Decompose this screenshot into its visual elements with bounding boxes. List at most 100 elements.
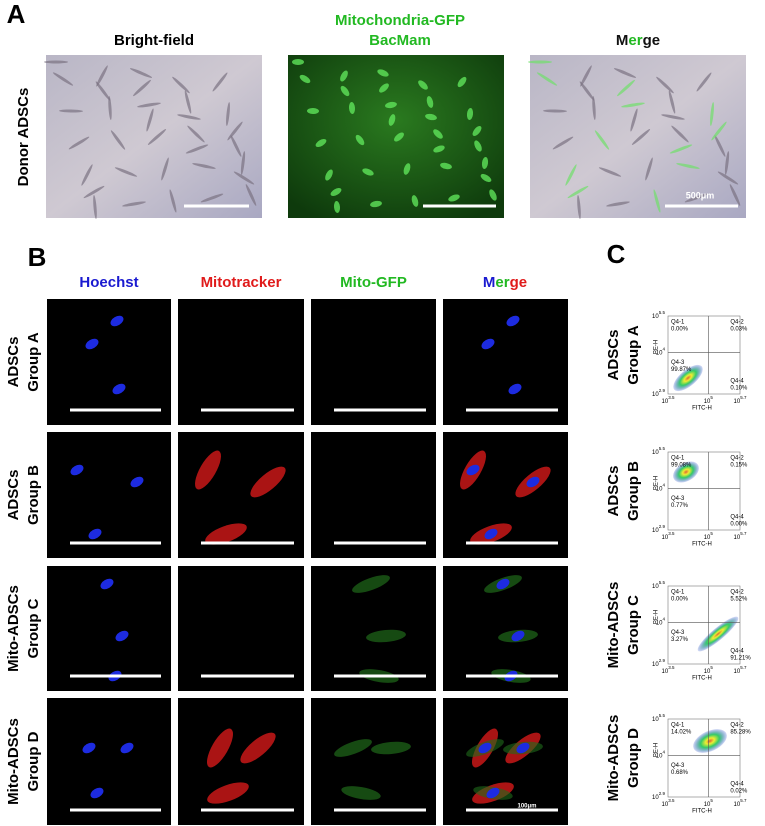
quadrant-name: Q4-1 [671,590,685,596]
tick-exponent: 3.5 [668,798,675,803]
cell [200,193,224,203]
nucleus [526,476,540,488]
cell [592,96,596,120]
tick-exponent: 3.5 [668,395,675,400]
cell [146,108,154,132]
y-tick-label: 102.9 [652,658,665,667]
tick-base: 10 [662,669,669,675]
x-tick-label: 105.7 [734,665,747,674]
row-label: Group A [25,332,42,392]
quadrant-name: Q4-4 [730,379,744,385]
quadrant-percent: 99.08% [671,463,692,469]
tick-base: 10 [652,314,659,320]
tick-base: 10 [652,584,659,590]
y-tick-label: 105.5 [652,713,665,722]
x-tick-label: 105 [704,798,714,807]
y-tick-label: 104 [656,750,666,759]
cell [411,195,419,207]
row-label: Mito-ADSCs [5,585,22,672]
cell [528,60,552,64]
cell [676,163,700,169]
cell [195,450,221,490]
cell [717,171,739,185]
quadrant-name: Q4-4 [730,782,744,788]
x-tick-label: 105 [704,665,714,674]
cell [621,102,645,108]
quadrant-percent: 91.21% [730,656,751,662]
micrograph [47,299,171,425]
cell [147,129,167,145]
cell [379,83,389,93]
cell [185,144,209,154]
cell [543,109,567,113]
row-label: Group B [625,461,642,521]
row-label: Mito-ADSCs [605,582,622,669]
cell [330,188,342,196]
nucleus [82,742,96,754]
column-title-part: ge [643,32,661,49]
tick-base: 10 [704,802,711,808]
cell [481,157,489,169]
cell [724,151,730,175]
quadrant-name: Q4-2 [730,723,744,729]
cell [371,741,411,755]
tick-exponent: 4 [662,483,665,488]
tick-exponent: 2.9 [659,791,666,796]
cell [52,72,74,86]
tick-base: 10 [652,717,659,723]
row-label: Group D [625,728,642,788]
tick-base: 10 [652,392,659,398]
nucleus [508,383,522,395]
cell [388,114,396,126]
nucleus [486,787,500,799]
cell [711,121,727,141]
nucleus [511,630,525,642]
cell [240,732,276,764]
cell [355,134,365,146]
quadrant-name: Q4-3 [671,496,685,502]
cell [184,90,192,114]
nucleus [110,315,124,327]
tick-base: 10 [704,535,711,541]
column-title-part: M [616,32,629,49]
row-label: ADSCs [605,466,622,517]
cell [114,167,138,177]
cell [425,113,437,121]
cell [299,74,311,84]
cell [59,109,83,113]
cell [348,102,356,114]
row-label: Group C [25,598,42,658]
tick-exponent: 5.5 [659,580,666,585]
event-cloud [697,616,739,652]
quadrant-name: Q4-1 [671,723,685,729]
column-title: BacMam [369,32,431,49]
cell [580,65,592,87]
cell [433,129,443,139]
cell [230,135,242,157]
cell [474,140,482,152]
cell [385,101,397,109]
row-label: ADSCs [5,470,22,521]
tick-exponent: 2.9 [659,658,666,663]
nucleus [115,630,129,642]
nucleus [120,742,134,754]
column-title-part: er [628,32,642,49]
column-title: Merge [616,32,660,49]
y-tick-label: 105.5 [652,580,665,589]
cell [669,144,693,154]
event-cloud [673,461,699,483]
cell [418,80,428,90]
tick-exponent: 4 [662,750,665,755]
y-tick-label: 102.9 [652,388,665,397]
micrograph [311,698,436,825]
micrograph [178,299,304,425]
cell [333,201,341,213]
cell [606,201,630,207]
quadrant-name: Q4-1 [671,456,685,462]
scale-bar-label: 500μm [686,190,715,200]
cell [226,102,230,126]
cell [661,114,685,120]
row-label: Group C [625,595,642,655]
nucleus [70,464,84,476]
